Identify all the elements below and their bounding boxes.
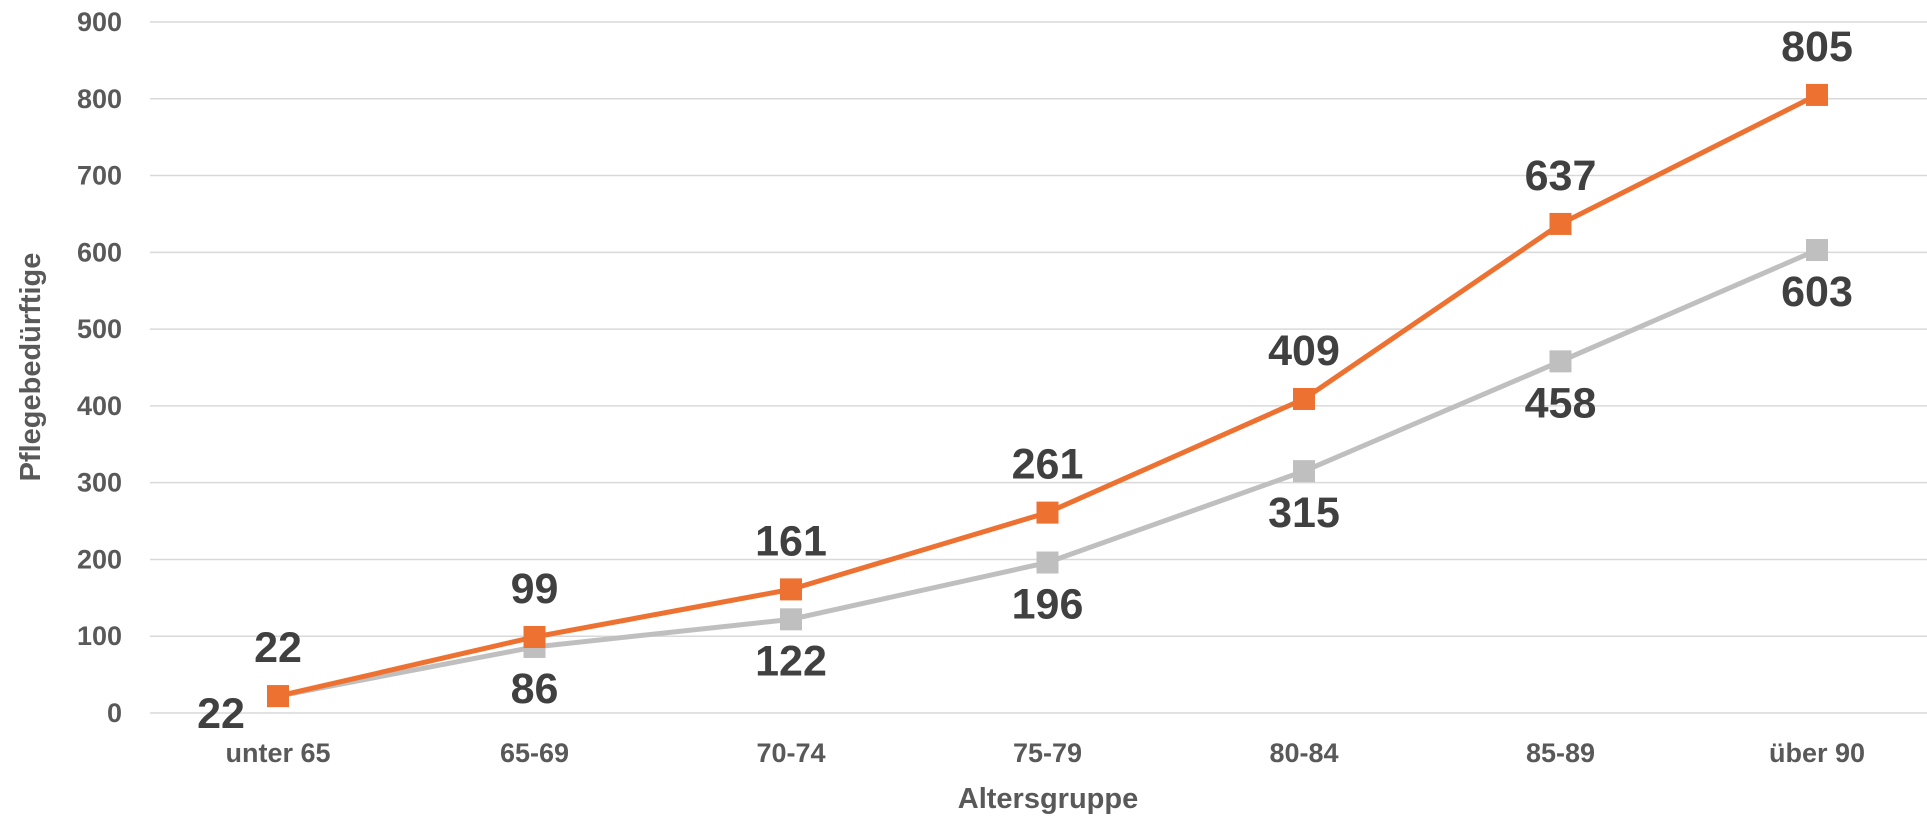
data-point-marker xyxy=(1806,83,1828,106)
data-point-marker xyxy=(523,625,546,648)
data-label: 315 xyxy=(1268,489,1340,537)
x-tick-label: 75-79 xyxy=(1013,738,1082,768)
data-point-marker xyxy=(1806,239,1828,262)
y-axis-ticks: 0 100 200 300 400 500 600 700 800 900 xyxy=(77,7,122,728)
y-tick-label: 700 xyxy=(77,161,122,191)
data-point-marker xyxy=(780,608,802,631)
x-tick-label: unter 65 xyxy=(225,738,330,768)
data-label: 637 xyxy=(1525,152,1597,200)
data-label: 99 xyxy=(511,565,559,613)
y-tick-label: 600 xyxy=(77,237,122,267)
y-tick-label: 800 xyxy=(77,84,122,114)
x-tick-label: 85-89 xyxy=(1526,738,1595,768)
data-label: 805 xyxy=(1781,23,1853,71)
data-point-marker xyxy=(1549,212,1572,235)
data-label: 196 xyxy=(1012,581,1084,629)
data-label: 161 xyxy=(755,517,827,565)
data-label: 86 xyxy=(511,665,559,713)
y-tick-label: 100 xyxy=(77,621,122,651)
y-tick-label: 200 xyxy=(77,544,122,574)
y-tick-label: 300 xyxy=(77,468,122,498)
data-label: 22 xyxy=(197,690,245,738)
series-layer xyxy=(267,83,1828,708)
data-point-marker xyxy=(780,578,802,601)
data-label: 22 xyxy=(254,624,302,672)
data-label: 603 xyxy=(1781,268,1853,316)
data-point-marker xyxy=(1293,460,1315,483)
y-axis-title: Pflegebedürftige xyxy=(15,253,47,482)
y-tick-label: 900 xyxy=(77,7,122,37)
data-label: 261 xyxy=(1012,441,1084,489)
data-label: 409 xyxy=(1268,327,1340,375)
y-tick-label: 500 xyxy=(77,314,122,344)
data-point-marker xyxy=(1036,551,1059,574)
x-tick-label: 70-74 xyxy=(756,738,825,768)
data-point-marker xyxy=(1036,501,1059,524)
data-point-marker xyxy=(1549,350,1572,373)
data-point-marker xyxy=(1293,387,1315,410)
y-tick-label: 0 xyxy=(107,698,122,728)
data-label: 122 xyxy=(755,637,827,685)
data-point-marker xyxy=(267,685,289,708)
x-tick-label: 65-69 xyxy=(500,738,569,768)
x-tick-label: 80-84 xyxy=(1269,738,1338,768)
series-0 xyxy=(267,83,1828,708)
x-tick-label: über 90 xyxy=(1769,738,1865,768)
gridlines xyxy=(150,21,1927,714)
x-axis-ticks: unter 65 65-69 70-74 75-79 80-84 85-89 über 90 xyxy=(225,738,1865,768)
x-axis-title: Altersgruppe xyxy=(958,783,1138,815)
y-tick-label: 400 xyxy=(77,391,122,421)
data-labels: 22 86 122 196 315 458 603 22 99 161 261 409 637 805 xyxy=(197,23,1853,738)
data-label: 458 xyxy=(1525,379,1597,427)
